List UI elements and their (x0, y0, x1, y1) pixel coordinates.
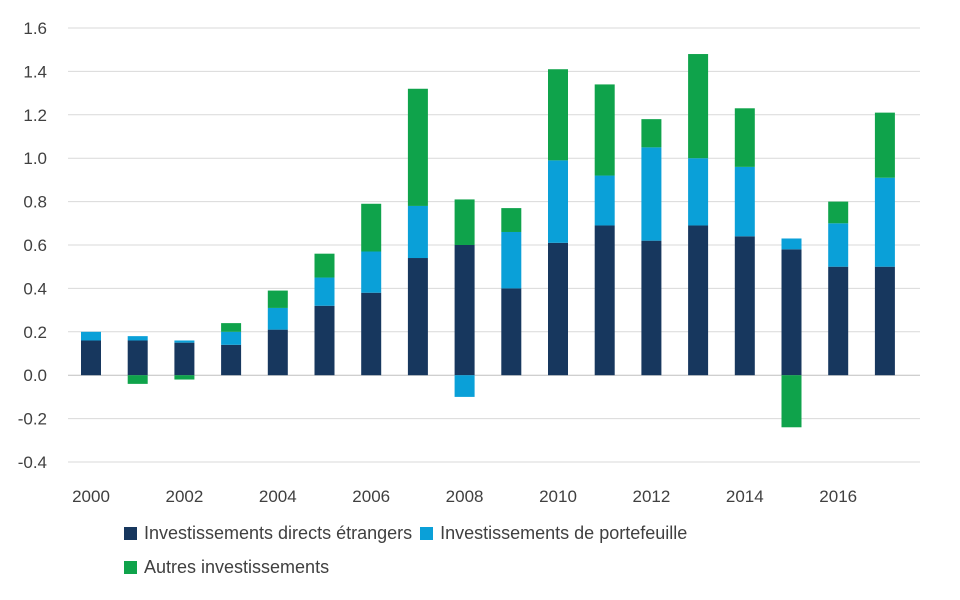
bar-portfolio-2011 (594, 175, 615, 226)
x-axis-tick-labels: 2000 2002 2004 2006 2008 2010 2012 2014 2016 (72, 487, 857, 506)
bar-fdi-2017 (874, 266, 895, 376)
y-tick-label: 0.8 (23, 193, 47, 212)
bar-portfolio-2012 (641, 147, 662, 241)
bar-portfolio-2009 (501, 231, 522, 289)
x-tick-label: 2014 (726, 487, 764, 506)
y-tick-label: 1.4 (23, 62, 47, 81)
legend-item-other: Autres investissements (124, 557, 329, 578)
bar-other-2011 (594, 84, 615, 176)
legend-row-2: Autres investissements (124, 550, 844, 584)
x-tick-label: 2004 (259, 487, 297, 506)
x-tick-label: 2010 (539, 487, 577, 506)
legend-item-fdi: Investissements directs étrangers (124, 523, 412, 544)
legend-label-other: Autres investissements (144, 556, 330, 577)
y-tick-label: 1.0 (23, 149, 47, 168)
x-tick-label: 2002 (165, 487, 203, 506)
bar-portfolio-2007 (407, 205, 428, 259)
y-tick-label: 0.2 (23, 323, 47, 342)
gridlines (68, 27, 920, 463)
y-tick-label: 1.6 (23, 19, 47, 38)
bar-other-2007 (407, 88, 428, 206)
bar-other-2014 (734, 108, 755, 167)
bar-portfolio-2001 (127, 336, 148, 341)
bar-portfolio-2016 (828, 223, 849, 267)
bar-other-2005 (314, 253, 335, 278)
bar-portfolio-2004 (267, 307, 288, 330)
y-tick-label: 0.0 (23, 366, 47, 385)
bar-other-2016 (828, 201, 849, 224)
bar-other-2015 (781, 375, 802, 428)
x-tick-label: 2006 (352, 487, 390, 506)
x-tick-label: 2016 (819, 487, 857, 506)
bar-portfolio-2006 (361, 251, 382, 293)
bar-fdi-2015 (781, 249, 802, 376)
legend-swatch-portfolio (420, 526, 434, 540)
bar-fdi-2003 (221, 344, 242, 376)
bar-other-2010 (548, 69, 568, 161)
bar-portfolio-2013 (688, 158, 709, 226)
bar-other-2006 (361, 203, 382, 252)
legend-label-portfolio: Investissements de portefeuille (440, 522, 688, 543)
bar-fdi-2002 (174, 342, 195, 376)
legend: Investissements directs étrangers Invest… (124, 516, 844, 584)
bar-portfolio-2010 (548, 160, 568, 243)
bar-portfolio-2008 (454, 375, 475, 397)
y-tick-label: -0.4 (18, 453, 47, 472)
legend-swatch-fdi (124, 526, 137, 540)
bar-fdi-2016 (828, 266, 849, 376)
y-tick-label: 1.2 (23, 106, 47, 125)
bars (81, 54, 895, 428)
bar-fdi-2005 (314, 305, 335, 376)
bar-fdi-2004 (267, 329, 288, 376)
bar-portfolio-2017 (874, 177, 895, 267)
bar-fdi-2007 (407, 258, 428, 376)
bar-fdi-2013 (688, 225, 709, 376)
bar-other-2008 (454, 199, 475, 245)
legend-label-fdi: Investissements directs étrangers (144, 522, 413, 543)
y-tick-label: -0.2 (18, 410, 47, 429)
bar-portfolio-2000 (81, 331, 101, 341)
bar-fdi-2011 (594, 225, 615, 376)
x-tick-label: 2008 (446, 487, 484, 506)
bar-fdi-2006 (361, 292, 382, 376)
bar-portfolio-2002 (174, 340, 195, 343)
x-tick-label: 2012 (632, 487, 670, 506)
bar-other-2013 (688, 54, 709, 159)
bar-portfolio-2005 (314, 277, 335, 306)
bar-fdi-2014 (734, 236, 755, 376)
x-tick-label: 2000 (72, 487, 110, 506)
bar-other-2009 (501, 208, 522, 232)
bar-fdi-2008 (454, 245, 475, 376)
bar-portfolio-2015 (781, 238, 802, 250)
y-tick-label: 0.6 (23, 236, 47, 255)
bar-fdi-2001 (127, 340, 148, 376)
bar-other-2002 (174, 375, 195, 380)
bar-fdi-2009 (501, 288, 522, 376)
bar-portfolio-2003 (221, 331, 242, 345)
bar-fdi-2012 (641, 240, 662, 376)
legend-swatch-other (124, 560, 137, 574)
bar-fdi-2000 (81, 340, 101, 376)
bar-other-2012 (641, 119, 662, 148)
legend-row-1: Investissements directs étrangers Invest… (124, 516, 844, 550)
bar-other-2001 (127, 375, 148, 384)
y-tick-label: 0.4 (23, 279, 47, 298)
bar-fdi-2010 (548, 242, 568, 376)
bar-other-2017 (874, 112, 895, 178)
y-axis-tick-labels: -0.4 -0.2 0.0 0.2 0.4 0.6 0.8 1.0 1.2 1.4 1.6 (18, 19, 47, 472)
legend-item-portfolio: Investissements de portefeuille (420, 523, 687, 544)
bar-portfolio-2014 (734, 166, 755, 237)
bar-other-2004 (267, 290, 288, 308)
bar-other-2003 (221, 323, 242, 332)
